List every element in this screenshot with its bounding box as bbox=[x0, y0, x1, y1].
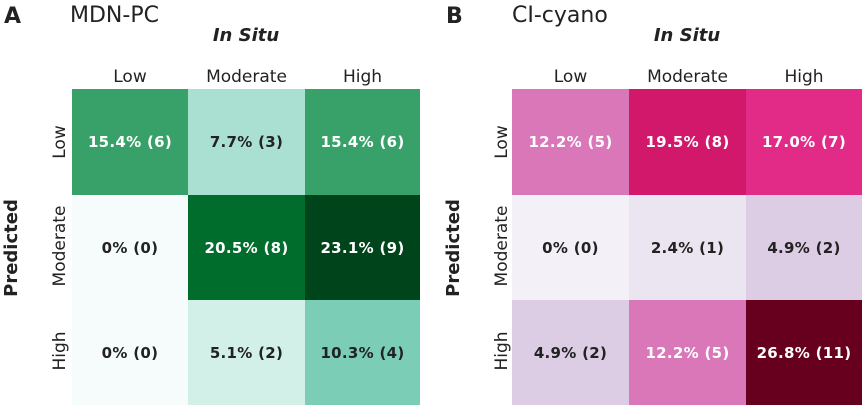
panel-letter-a: A bbox=[4, 4, 22, 29]
heatmap-cell-a-low-moderate: 7.7% (3) bbox=[188, 89, 305, 195]
heatmap-cell-a-moderate-moderate: 20.5% (8) bbox=[188, 195, 305, 300]
panel-title-b: CI-cyano bbox=[512, 3, 608, 28]
cell-label: 0% (0) bbox=[101, 238, 159, 257]
row-label-a-low: Low bbox=[50, 125, 70, 159]
cell-label: 2.4% (1) bbox=[650, 238, 725, 257]
cell-label: 0% (0) bbox=[101, 343, 159, 362]
cell-label: 12.2% (5) bbox=[528, 133, 613, 151]
heatmap-cell-a-moderate-high: 23.1% (9) bbox=[305, 195, 420, 300]
cell-label: 10.3% (4) bbox=[320, 343, 405, 362]
heatmap-cell-b-low-high: 17.0% (7) bbox=[746, 89, 862, 195]
heatmap-cell-b-moderate-moderate: 2.4% (1) bbox=[629, 195, 746, 300]
cell-label: 19.5% (8) bbox=[645, 133, 730, 151]
panel-title-a: MDN-PC bbox=[70, 3, 159, 28]
col-label-b-low: Low bbox=[553, 67, 588, 87]
x-axis-title-a: In Situ bbox=[212, 25, 280, 46]
heatmap-cell-a-high-high: 10.3% (4) bbox=[305, 300, 420, 405]
cell-label: 5.1% (2) bbox=[209, 343, 284, 362]
cell-label: 17.0% (7) bbox=[761, 133, 847, 151]
y-axis-title-a: Predicted bbox=[1, 199, 22, 297]
row-label-b-moderate: Moderate bbox=[492, 205, 512, 287]
col-label-a-high: High bbox=[342, 67, 383, 87]
cell-label: 26.8% (11) bbox=[756, 343, 852, 362]
cell-label: 15.4% (6) bbox=[320, 133, 405, 151]
row-label-a-high: High bbox=[50, 331, 70, 371]
panel-letter-b: B bbox=[446, 4, 463, 29]
heatmap-cell-b-high-moderate: 12.2% (5) bbox=[629, 300, 746, 405]
heatmap-cell-a-high-moderate: 5.1% (2) bbox=[188, 300, 305, 405]
cell-label: 7.7% (3) bbox=[209, 133, 284, 151]
cell-label: 15.4% (6) bbox=[87, 133, 173, 151]
heatmap-cell-b-high-low: 4.9% (2) bbox=[512, 300, 629, 405]
row-label-b-low: Low bbox=[492, 125, 512, 159]
row-label-b-high: High bbox=[492, 331, 512, 371]
heatmap-cell-b-low-low: 12.2% (5) bbox=[512, 89, 629, 195]
heatmap-cell-b-moderate-low: 0% (0) bbox=[512, 195, 629, 300]
heatmap-cell-b-moderate-high: 4.9% (2) bbox=[746, 195, 862, 300]
cell-label: 12.2% (5) bbox=[645, 343, 730, 362]
y-axis-title-b: Predicted bbox=[443, 199, 464, 297]
row-label-a-moderate: Moderate bbox=[50, 205, 70, 287]
cell-label: 4.9% (2) bbox=[767, 238, 841, 257]
cell-label: 4.9% (2) bbox=[533, 343, 608, 362]
cell-label: 20.5% (8) bbox=[204, 238, 289, 257]
heatmap-cell-a-low-high: 15.4% (6) bbox=[305, 89, 420, 195]
col-label-a-moderate: Moderate bbox=[206, 67, 287, 87]
cell-label: 0% (0) bbox=[542, 238, 599, 257]
heatmap-cell-b-low-moderate: 19.5% (8) bbox=[629, 89, 746, 195]
heatmap-cell-a-high-low: 0% (0) bbox=[72, 300, 188, 405]
heatmap-cell-a-low-low: 15.4% (6) bbox=[72, 89, 188, 195]
x-axis-title-b: In Situ bbox=[653, 25, 721, 46]
heatmap-cell-a-moderate-low: 0% (0) bbox=[72, 195, 188, 300]
heatmap-cell-b-high-high: 26.8% (11) bbox=[746, 300, 862, 405]
col-label-b-high: High bbox=[784, 67, 824, 87]
cell-label: 23.1% (9) bbox=[320, 238, 405, 257]
col-label-a-low: Low bbox=[113, 67, 147, 87]
col-label-b-moderate: Moderate bbox=[647, 67, 728, 87]
